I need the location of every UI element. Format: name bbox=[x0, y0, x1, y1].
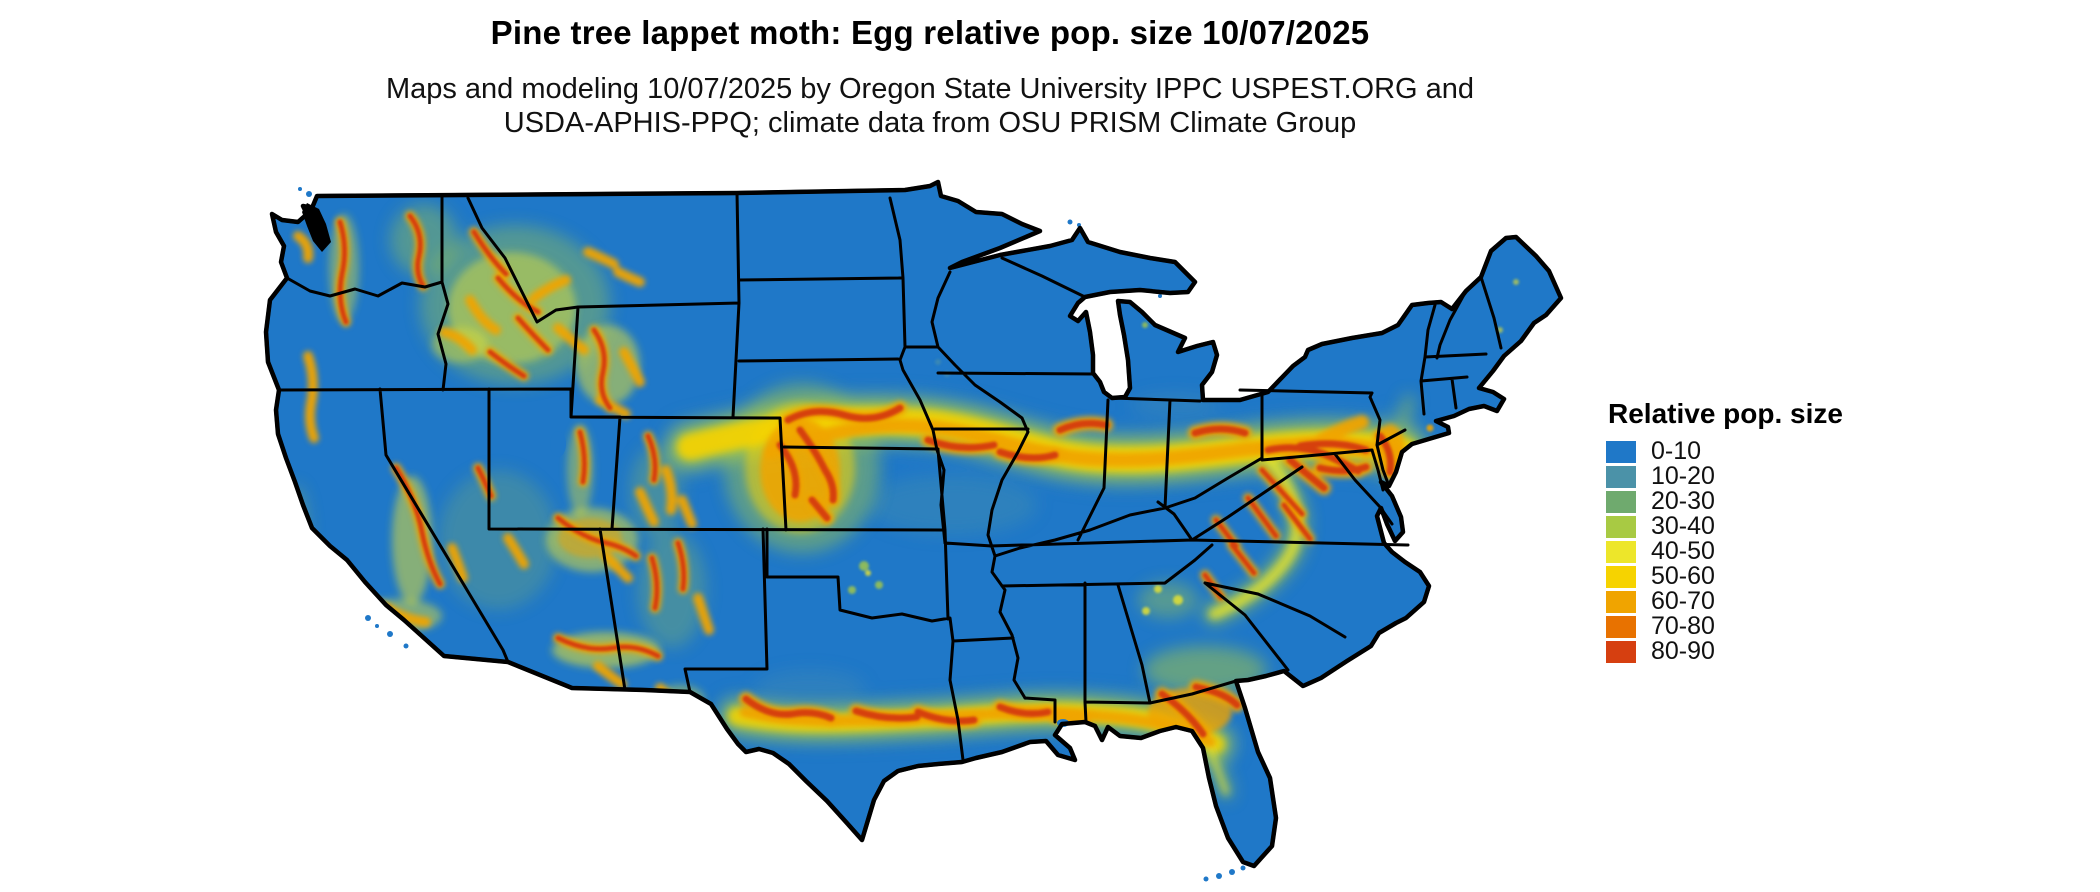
subtitle-line-2: USDA-APHIS-PPQ; climate data from OSU PR… bbox=[503, 107, 1357, 139]
legend-swatch bbox=[1606, 490, 1636, 513]
legend-item: 20-30 bbox=[1606, 487, 1843, 515]
legend-swatch bbox=[1606, 465, 1636, 488]
legend-label: 30-40 bbox=[1651, 512, 1715, 540]
legend-swatch bbox=[1606, 590, 1636, 613]
legend-rows: 0-10 10-20 20-30 30-40 40-50 50-60 60-70 70-80 8… bbox=[1606, 437, 1843, 665]
legend-label: 10-20 bbox=[1651, 462, 1715, 490]
legend-label: 70-80 bbox=[1651, 612, 1715, 640]
legend: Relative pop. size 0-10 10-20 20-30 30-40 40… bbox=[1606, 398, 1843, 665]
legend-label: 20-30 bbox=[1651, 487, 1715, 515]
subtitle-line-1: Maps and modeling 10/07/2025 by Oregon S… bbox=[385, 73, 1475, 105]
legend-swatch bbox=[1606, 565, 1636, 588]
legend-swatch bbox=[1606, 540, 1636, 563]
legend-label: 0-10 bbox=[1651, 437, 1702, 465]
legend-label: 80-90 bbox=[1651, 637, 1715, 665]
puget-sound bbox=[302, 203, 331, 252]
legend-item: 30-40 bbox=[1606, 512, 1843, 540]
legend-swatch bbox=[1606, 640, 1636, 663]
legend-item: 60-70 bbox=[1606, 587, 1843, 615]
legend-swatch bbox=[1606, 515, 1636, 538]
legend-title: Relative pop. size bbox=[1608, 398, 1843, 429]
legend-item: 50-60 bbox=[1606, 562, 1843, 590]
state-borders bbox=[277, 191, 1503, 762]
map-title: Pine tree lappet moth: Egg relative pop.… bbox=[490, 14, 1370, 51]
legend-label: 60-70 bbox=[1651, 587, 1715, 615]
legend-item: 40-50 bbox=[1606, 537, 1843, 565]
legend-label: 50-60 bbox=[1651, 562, 1715, 590]
legend-label: 40-50 bbox=[1651, 537, 1715, 565]
legend-swatch bbox=[1606, 615, 1636, 638]
legend-item: 10-20 bbox=[1606, 462, 1843, 490]
legend-item: 70-80 bbox=[1606, 612, 1843, 640]
legend-item: 80-90 bbox=[1606, 637, 1843, 665]
legend-item: 0-10 bbox=[1606, 437, 1843, 465]
map-subtitle: Maps and modeling 10/07/2025 by Oregon S… bbox=[150, 72, 1710, 140]
population-heat-layer bbox=[283, 204, 1519, 792]
great-salt-lake bbox=[550, 431, 566, 457]
legend-swatch bbox=[1606, 440, 1636, 463]
